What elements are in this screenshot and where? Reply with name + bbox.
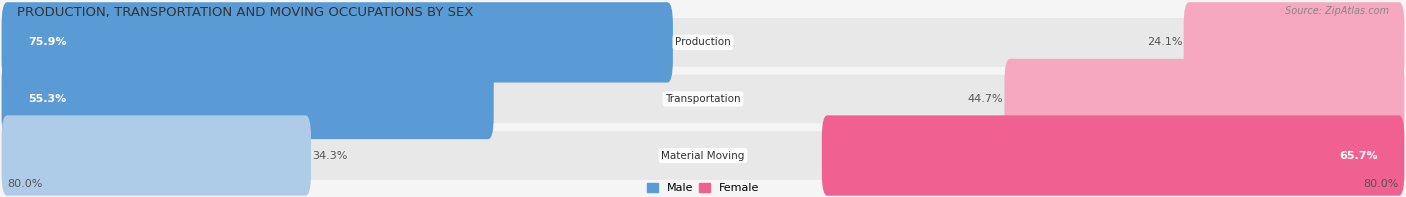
FancyBboxPatch shape <box>7 18 1399 67</box>
FancyBboxPatch shape <box>1004 59 1405 139</box>
FancyBboxPatch shape <box>823 115 1405 196</box>
Text: PRODUCTION, TRANSPORTATION AND MOVING OCCUPATIONS BY SEX: PRODUCTION, TRANSPORTATION AND MOVING OC… <box>17 6 474 19</box>
Text: Transportation: Transportation <box>665 94 741 104</box>
Text: 24.1%: 24.1% <box>1147 37 1182 47</box>
FancyBboxPatch shape <box>1 59 494 139</box>
FancyBboxPatch shape <box>7 131 1399 180</box>
FancyBboxPatch shape <box>1 2 673 83</box>
Text: Material Moving: Material Moving <box>661 151 745 161</box>
FancyBboxPatch shape <box>1 115 311 196</box>
Text: 80.0%: 80.0% <box>1364 179 1399 189</box>
FancyBboxPatch shape <box>7 75 1399 123</box>
Text: 44.7%: 44.7% <box>967 94 1002 104</box>
Text: 75.9%: 75.9% <box>28 37 66 47</box>
Text: Production: Production <box>675 37 731 47</box>
Text: 80.0%: 80.0% <box>7 179 42 189</box>
Text: Source: ZipAtlas.com: Source: ZipAtlas.com <box>1285 6 1389 16</box>
Text: 65.7%: 65.7% <box>1340 151 1378 161</box>
FancyBboxPatch shape <box>1184 2 1405 83</box>
Legend: Male, Female: Male, Female <box>644 181 762 196</box>
Text: 34.3%: 34.3% <box>312 151 347 161</box>
Text: 55.3%: 55.3% <box>28 94 66 104</box>
